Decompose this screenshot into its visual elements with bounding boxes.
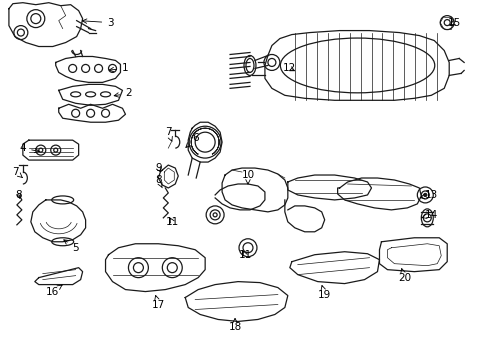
Text: 16: 16 [46,285,62,297]
Text: 18: 18 [228,318,242,332]
Text: 11: 11 [166,217,179,227]
Text: 17: 17 [152,296,165,310]
Text: 19: 19 [318,285,331,300]
Circle shape [424,193,427,197]
Text: 4: 4 [20,143,39,153]
Text: 7: 7 [165,127,172,141]
Text: 20: 20 [398,269,411,283]
Text: 7: 7 [13,167,22,177]
Text: 15: 15 [447,18,461,28]
Text: 8: 8 [155,175,162,188]
Text: 12: 12 [283,63,296,73]
Text: 10: 10 [242,170,254,184]
Text: 13: 13 [420,190,438,200]
Text: 5: 5 [64,240,79,253]
Text: 8: 8 [16,190,22,200]
Text: 3: 3 [82,18,114,28]
Text: 1: 1 [109,63,129,73]
Text: 6: 6 [186,133,198,148]
Text: 14: 14 [422,210,438,220]
Text: 11: 11 [238,250,252,260]
Text: 9: 9 [155,163,162,173]
Text: 2: 2 [114,88,132,98]
